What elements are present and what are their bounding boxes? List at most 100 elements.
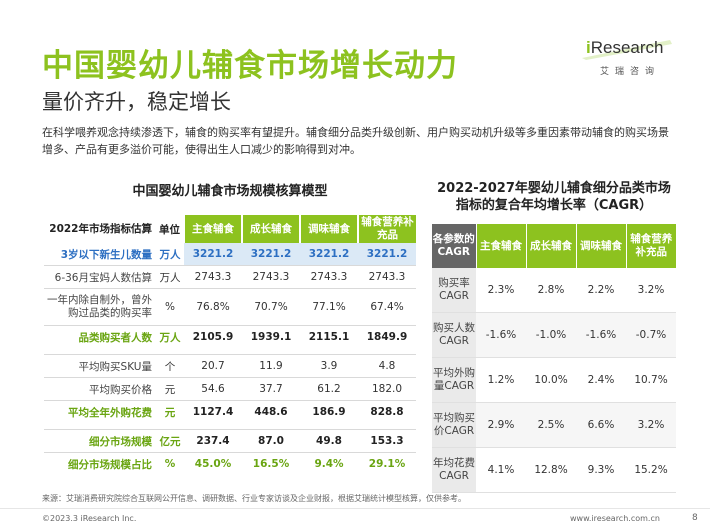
cell: 70.7% bbox=[242, 288, 300, 326]
row-unit: 亿元 bbox=[156, 429, 184, 453]
cell: 2743.3 bbox=[358, 265, 416, 289]
cell: 3221.2 bbox=[300, 243, 358, 266]
cell: 3221.2 bbox=[358, 243, 416, 266]
header-col: 主食辅食 bbox=[475, 224, 526, 268]
table-row: 6-36月宝妈人数估算 万人 2743.3 2743.3 2743.3 2743… bbox=[44, 265, 416, 289]
cell: 2743.3 bbox=[300, 265, 358, 289]
row-label: 平均购买SKU量 bbox=[44, 354, 156, 378]
header-col: 调味辅食 bbox=[575, 224, 626, 268]
cell: 37.7 bbox=[242, 377, 300, 401]
cell: 3.2% bbox=[626, 268, 676, 313]
corner-header: 各参数的CAGR bbox=[432, 224, 476, 268]
row-unit: 元 bbox=[156, 400, 184, 423]
header-col: 成长辅食 bbox=[241, 215, 300, 243]
table-row: 细分市场规模 亿元 237.4 87.0 49.8 153.3 bbox=[44, 429, 416, 453]
row-label: 购买率CAGR bbox=[432, 268, 476, 313]
cell: 1939.1 bbox=[242, 325, 300, 348]
table-row: 平均全年外购花费 元 1127.4 448.6 186.9 828.8 bbox=[44, 400, 416, 423]
cagr-table: 各参数的CAGR 主食辅食 成长辅食 调味辅食 辅食营养补充品 购买率CAGR … bbox=[432, 224, 676, 493]
cell: 1127.4 bbox=[184, 400, 242, 423]
cell: 2115.1 bbox=[300, 325, 358, 348]
cell: 11.9 bbox=[242, 354, 300, 378]
cell: 182.0 bbox=[358, 377, 416, 401]
cell: 828.8 bbox=[358, 400, 416, 423]
cell: 186.9 bbox=[300, 400, 358, 423]
cell: 1.2% bbox=[476, 357, 526, 403]
iresearch-logo: iResearch 艾瑞咨询 bbox=[580, 36, 676, 84]
row-unit: % bbox=[156, 452, 184, 475]
row-unit: 元 bbox=[156, 377, 184, 401]
row-label: 品类购买者人数 bbox=[44, 325, 156, 348]
page-title: 中国婴幼儿辅食市场增长动力 bbox=[42, 48, 458, 84]
row-label: 平均购买价格 bbox=[44, 377, 156, 401]
cell: 87.0 bbox=[242, 429, 300, 453]
row-label: 平均购买价CAGR bbox=[432, 402, 476, 448]
row-label: 购买人数CAGR bbox=[432, 312, 476, 358]
table-row: 细分市场规模占比 % 45.0% 16.5% 9.4% 29.1% bbox=[44, 452, 416, 475]
header-unit: 单位 bbox=[159, 223, 180, 236]
header-label: 2022年市场指标估算 bbox=[49, 222, 152, 235]
cell: 9.3% bbox=[576, 447, 626, 493]
table-row: 一年内除自制外，曾外购过品类的购买率 % 76.8% 70.7% 77.1% 6… bbox=[44, 288, 416, 326]
row-unit: 万人 bbox=[159, 248, 181, 261]
cell: 2743.3 bbox=[184, 265, 242, 289]
header-col: 辅食营养补充品 bbox=[625, 224, 676, 268]
row-label: 一年内除自制外，曾外购过品类的购买率 bbox=[44, 288, 156, 326]
cell: 3.2% bbox=[626, 402, 676, 448]
cell: -0.7% bbox=[626, 312, 676, 358]
cell: 10.7% bbox=[626, 357, 676, 403]
header-col: 成长辅食 bbox=[525, 224, 576, 268]
header-col: 调味辅食 bbox=[299, 215, 358, 243]
cell: 45.0% bbox=[184, 452, 242, 475]
table-row: 平均外购量CAGR 1.2% 10.0% 2.4% 10.7% bbox=[432, 357, 676, 403]
table-row: 品类购买者人数 万人 2105.9 1939.1 2115.1 1849.9 bbox=[44, 325, 416, 348]
header-col: 辅食营养补充品 bbox=[357, 215, 416, 243]
row-label: 3岁以下新生儿数量 bbox=[60, 248, 152, 261]
table-row: 购买率CAGR 2.3% 2.8% 2.2% 3.2% bbox=[432, 268, 676, 313]
page-number: 8 bbox=[692, 513, 698, 523]
cell: 2743.3 bbox=[242, 265, 300, 289]
row-label: 年均花费CAGR bbox=[432, 447, 476, 493]
table-row: 平均购买价CAGR 2.9% 2.5% 6.6% 3.2% bbox=[432, 402, 676, 448]
market-size-model-table: 2022年市场指标估算 单位 主食辅食 成长辅食 调味辅食 辅食营养补充品 3岁… bbox=[44, 215, 416, 475]
cell: 29.1% bbox=[358, 452, 416, 475]
cell: 1849.9 bbox=[358, 325, 416, 348]
cell: -1.6% bbox=[576, 312, 626, 358]
cell: 2105.9 bbox=[184, 325, 242, 348]
intro-text: 在科学喂养观念持续渗透下，辅食的购买率有望提升。辅食细分品类升级创新、用户购买动… bbox=[42, 126, 669, 156]
table-row: 平均购买SKU量 个 20.7 11.9 3.9 4.8 bbox=[44, 354, 416, 378]
cell: 9.4% bbox=[300, 452, 358, 475]
right-table-title: 2022-2027年婴幼儿辅食细分品类市场指标的复合年均增长率（CAGR） bbox=[437, 181, 671, 213]
cell: 10.0% bbox=[526, 357, 576, 403]
logo-prefix: i bbox=[586, 38, 591, 57]
row-label: 细分市场规模 bbox=[44, 429, 156, 453]
cell: 54.6 bbox=[184, 377, 242, 401]
cell: 3.9 bbox=[300, 354, 358, 378]
cell: 2.5% bbox=[526, 402, 576, 448]
cell: 67.4% bbox=[358, 288, 416, 326]
website-link[interactable]: www.iresearch.com.cn bbox=[570, 514, 660, 523]
source-note: 来源：艾瑞消费研究院综合互联网公开信息、调研数据、行业专家访谈及企业财报，根据艾… bbox=[42, 494, 466, 503]
cell: 3221.2 bbox=[242, 243, 300, 266]
page-subtitle: 量价齐升，稳定增长 bbox=[42, 90, 231, 114]
cell: 2.4% bbox=[576, 357, 626, 403]
cell: 61.2 bbox=[300, 377, 358, 401]
table-row: 3岁以下新生儿数量 万人 3221.2 3221.2 3221.2 3221.2 bbox=[44, 243, 416, 266]
logo-slash-icon bbox=[582, 40, 672, 60]
row-unit: 万人 bbox=[156, 265, 184, 289]
cell: 448.6 bbox=[242, 400, 300, 423]
cell: 12.8% bbox=[526, 447, 576, 493]
row-label: 平均外购量CAGR bbox=[432, 357, 476, 403]
cell: 49.8 bbox=[300, 429, 358, 453]
cell: 237.4 bbox=[184, 429, 242, 453]
cell: 2.2% bbox=[576, 268, 626, 313]
cell: 2.3% bbox=[476, 268, 526, 313]
cell: -1.6% bbox=[476, 312, 526, 358]
table-row: 平均购买价格 元 54.6 37.7 61.2 182.0 bbox=[44, 377, 416, 401]
footer-divider bbox=[0, 508, 710, 509]
cell: 2.8% bbox=[526, 268, 576, 313]
left-table-title: 中国婴幼儿辅食市场规模核算模型 bbox=[132, 184, 328, 199]
logo-name: Research bbox=[590, 38, 664, 57]
cell: 4.8 bbox=[358, 354, 416, 378]
cell: 15.2% bbox=[626, 447, 676, 493]
